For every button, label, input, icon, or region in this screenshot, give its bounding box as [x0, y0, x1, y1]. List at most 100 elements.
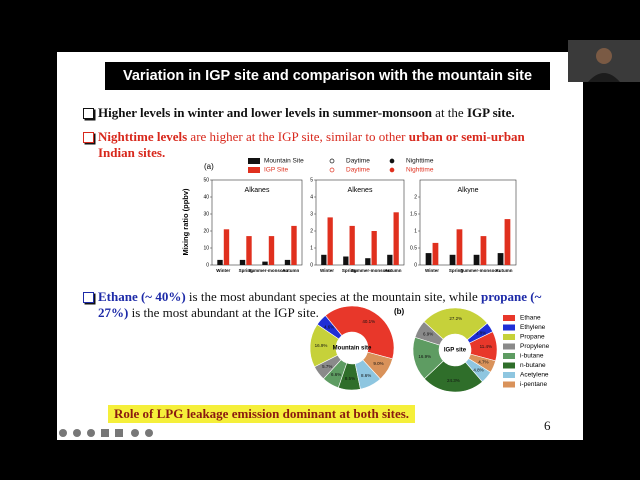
- bar: [284, 259, 291, 265]
- value-label: 4.7%: [478, 360, 488, 365]
- text: .: [511, 105, 515, 120]
- panel-title: Alkenes: [348, 187, 373, 194]
- y-tick-label: 0: [310, 262, 313, 268]
- value-label: 6.9%: [423, 332, 433, 337]
- bar: [217, 259, 223, 265]
- x-tick-label: Autumn: [496, 268, 513, 273]
- pie-title: Mountain site: [333, 346, 372, 352]
- toolbar-eraser[interactable]: [87, 429, 95, 437]
- x-tick-label: Spring: [449, 268, 464, 273]
- legend-label: Acetylene: [520, 372, 549, 379]
- legend-label: i-pentane: [520, 381, 547, 388]
- bar: [449, 254, 456, 265]
- pie-slice: [423, 307, 488, 341]
- legend-swatch: [503, 353, 515, 359]
- webcam-body: [588, 73, 620, 82]
- legend-label: IGP Site: [264, 167, 288, 174]
- toolbar-cc[interactable]: [101, 429, 109, 437]
- bullet-box: [83, 132, 94, 143]
- y-tick-label: 2: [310, 228, 313, 234]
- value-label: 16.9%: [315, 343, 328, 348]
- panel-label: (b): [394, 307, 405, 316]
- y-tick-label: 3: [310, 211, 313, 217]
- x-tick-label: Spring: [342, 268, 357, 273]
- y-tick-label: 0: [414, 262, 417, 268]
- bar: [327, 217, 333, 265]
- bar: [223, 229, 230, 265]
- text: Higher levels in winter: [98, 105, 224, 120]
- pie-slice: [324, 305, 395, 360]
- bullet-box: [83, 108, 94, 119]
- bar: [425, 253, 432, 265]
- bullet-box: [83, 292, 94, 303]
- legend-label: Nighttime: [406, 158, 434, 165]
- legend-label: Propylene: [520, 343, 550, 350]
- text: propane (~ 27%): [98, 289, 542, 320]
- legend-swatch: [503, 315, 515, 321]
- y-tick-label: 20: [203, 228, 209, 234]
- toolbar-video[interactable]: [115, 429, 123, 437]
- value-label: 16.9%: [418, 354, 431, 359]
- plot-frame: [315, 179, 405, 266]
- y-tick-label: 5: [310, 177, 313, 183]
- toolbar-next[interactable]: [145, 429, 153, 437]
- page-number: 6: [544, 418, 551, 433]
- y-tick-label: 30: [203, 211, 209, 217]
- y-tick-label: 2: [414, 194, 417, 200]
- legend-label: n-butane: [520, 362, 546, 369]
- text: lower levels in summer-monsoon: [251, 105, 432, 120]
- toolbar-back[interactable]: [59, 429, 67, 437]
- bar: [456, 229, 463, 265]
- legend-label: Ethylene: [520, 324, 546, 331]
- legend-swatch: [248, 167, 260, 173]
- bar: [268, 236, 275, 265]
- text: are higher at the IGP site, similar to o…: [187, 129, 409, 144]
- value-label: 9.0%: [373, 361, 383, 366]
- x-tick-label: Winter: [425, 268, 439, 273]
- legend-label: Mountain Site: [264, 158, 304, 165]
- legend-label: Nighttime: [406, 167, 434, 174]
- value-label: 8.6%: [361, 373, 371, 378]
- y-tick-label: 10: [203, 245, 209, 251]
- value-label: 5.7%: [322, 364, 332, 369]
- bar: [321, 254, 327, 265]
- y-tick-label: 1: [414, 228, 417, 234]
- x-tick-label: Summer-monsoon: [460, 268, 500, 273]
- toolbar-more[interactable]: [131, 429, 139, 437]
- bar: [393, 212, 399, 265]
- x-tick-label: Autumn: [282, 268, 299, 273]
- legend-marker: [329, 167, 335, 173]
- legend-marker: [329, 158, 335, 164]
- x-tick-label: Spring: [239, 268, 254, 273]
- x-tick-label: Autumn: [385, 268, 402, 273]
- bullet: Higher levels in winter and lower levels…: [98, 105, 560, 121]
- text: is the most abundant at the IGP site.: [128, 305, 319, 320]
- legend-swatch: [503, 362, 515, 369]
- bar: [349, 225, 355, 265]
- plot-frame: [211, 179, 303, 266]
- bar: [239, 259, 246, 265]
- value-label: 24.3%: [447, 378, 460, 383]
- bar: [371, 231, 377, 265]
- toolbar-pen[interactable]: [73, 429, 81, 437]
- value-label: 6.6%: [331, 372, 341, 377]
- bar: [497, 253, 504, 265]
- y-tick-label: 50: [203, 177, 209, 183]
- plot-frame: [419, 179, 517, 266]
- bar: [504, 219, 511, 265]
- toolbar: [59, 429, 153, 437]
- value-label: 8.5%: [345, 376, 355, 381]
- slide-title: Variation in IGP site and comparison wit…: [105, 62, 550, 90]
- y-tick-label: 1.5: [410, 211, 417, 217]
- conclusion: Role of LPG leakage emission dominant at…: [108, 405, 416, 423]
- bullet: Nighttime levels are higher at the IGP s…: [98, 129, 560, 161]
- y-tick-label: 0.5: [410, 245, 417, 251]
- legend-swatch: [503, 381, 515, 388]
- value-label: 40.1%: [362, 319, 375, 324]
- webcam-face: [596, 48, 612, 64]
- bar: [343, 256, 349, 265]
- legend-label: Propane: [520, 334, 545, 341]
- x-tick-label: Summer-monsoon: [248, 268, 288, 273]
- value-label: 3.8%: [476, 330, 486, 335]
